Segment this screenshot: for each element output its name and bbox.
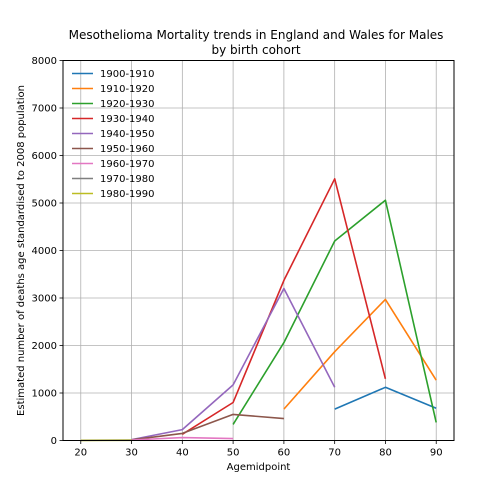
series-line-1930-1940 [181, 178, 387, 435]
legend-label-1940-1950: 1940-1950 [100, 129, 155, 140]
y-tick-label: 2000 [32, 341, 57, 352]
legend-label-1900-1910: 1900-1910 [100, 69, 155, 80]
series-line-1910-1920 [283, 298, 437, 410]
y-axis-label: Estimated number of deaths age standardi… [16, 85, 27, 416]
series-line-1950-1960 [131, 413, 284, 441]
ticks: 20 30 40 50 60 70 80 90 0 1000 2000 3000 4000 5000 600… [32, 56, 443, 459]
series-line-1920-1930 [232, 199, 437, 425]
legend: 1900-1910 1910-1920 1920-1930 1930-1940 1940… [72, 69, 155, 200]
y-tick-label: 3000 [32, 294, 57, 305]
chart-title-line-1: Mesothelioma Mortality trends in England… [69, 28, 444, 42]
x-tick-label: 30 [125, 448, 138, 459]
x-tick-label: 70 [328, 448, 341, 459]
y-tick-label: 6000 [32, 151, 57, 162]
x-axis-label: Agemidpoint [227, 462, 291, 473]
legend-label-1910-1920: 1910-1920 [100, 84, 155, 95]
y-tick-label: 1000 [32, 389, 57, 400]
y-tick-label: 4000 [32, 246, 57, 257]
legend-label-1970-1980: 1970-1980 [100, 174, 155, 185]
x-tick-label: 40 [176, 448, 189, 459]
series-line-1940-1950 [131, 287, 336, 441]
y-tick-label: 7000 [32, 104, 57, 115]
x-tick-label: 50 [227, 448, 240, 459]
chart-title-line-2: by birth cohort [211, 43, 300, 57]
series-group [80, 178, 437, 442]
legend-label-1930-1940: 1930-1940 [100, 114, 155, 125]
legend-label-1960-1970: 1960-1970 [100, 159, 155, 170]
y-tick-label: 8000 [32, 56, 57, 67]
y-tick-label: 0 [51, 436, 57, 447]
x-tick-label: 20 [74, 448, 87, 459]
x-tick-label: 60 [278, 448, 291, 459]
legend-label-1980-1990: 1980-1990 [100, 189, 155, 200]
legend-label-1950-1960: 1950-1960 [100, 144, 155, 155]
series-line-1960-1970 [131, 436, 234, 441]
x-tick-label: 80 [379, 448, 392, 459]
legend-label-1920-1930: 1920-1930 [100, 99, 155, 110]
x-tick-label: 90 [430, 448, 443, 459]
series-line-1900-1910 [334, 386, 437, 410]
y-tick-label: 5000 [32, 199, 57, 210]
